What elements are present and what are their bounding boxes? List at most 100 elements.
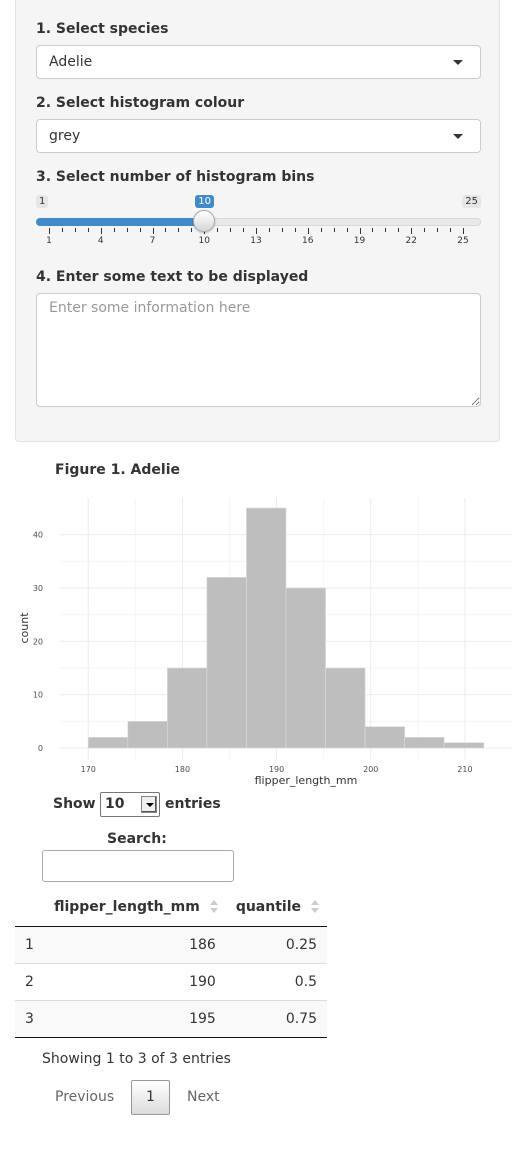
quantile-table: flipper_length_mm quantile 1 186 0.25 2 … <box>15 888 327 1038</box>
slider-tick <box>281 228 283 232</box>
histogram-bar <box>167 667 208 749</box>
histogram-bar <box>206 577 247 749</box>
sort-icon <box>209 900 218 914</box>
bins-label: 3. Select number of histogram bins <box>36 169 315 185</box>
slider-tick <box>113 228 115 232</box>
histogram-bar <box>443 742 485 749</box>
slider-tick-label: 4 <box>97 236 104 246</box>
y-tick-label: 30 <box>33 584 43 593</box>
slider-tick <box>398 228 400 232</box>
colour-label: 2. Select histogram colour <box>36 95 245 111</box>
bins-slider[interactable]: 1 10 25 1 4 7 10 13 16 19 22 25 <box>36 192 481 252</box>
slider-tick-label: 10 <box>198 236 210 246</box>
histogram-bar <box>87 737 129 749</box>
next-button[interactable]: Next <box>187 1089 220 1105</box>
species-label: 1. Select species <box>36 21 169 37</box>
slider-handle[interactable] <box>193 210 216 232</box>
table-header-row: flipper_length_mm quantile <box>15 888 327 927</box>
slider-max-label: 25 <box>462 195 481 208</box>
slider-ticks: 1 4 7 10 13 16 19 22 25 <box>36 228 481 250</box>
search-input[interactable] <box>42 850 234 882</box>
x-tick-label: 210 <box>457 765 472 774</box>
slider-tick <box>294 228 296 232</box>
slider-tick <box>139 228 141 232</box>
show-label: Show <box>53 796 96 812</box>
slider-tick <box>385 228 387 232</box>
slider-tick <box>424 228 426 232</box>
sort-icon <box>311 900 319 914</box>
search-label: Search: <box>107 831 167 847</box>
species-select[interactable]: Adelie <box>36 45 481 79</box>
column-header-quantile[interactable]: quantile <box>225 888 327 927</box>
page-button-current[interactable]: 1 <box>131 1080 170 1115</box>
sidebar-panel: 1. Select species Adelie 2. Select histo… <box>15 0 500 442</box>
slider-tick <box>359 228 361 234</box>
text-label: 4. Enter some text to be displayed <box>36 269 309 285</box>
slider-tick <box>217 228 219 232</box>
cell-quantile: 0.75 <box>225 999 327 1038</box>
slider-tick <box>333 228 335 232</box>
histogram-bar <box>285 587 326 749</box>
chevron-down-icon <box>141 796 157 813</box>
row-index: 3 <box>15 999 45 1038</box>
previous-button[interactable]: Previous <box>55 1089 115 1105</box>
cell-flipper-length: 195 <box>44 999 226 1038</box>
slider-tick <box>61 228 63 232</box>
slider-fill <box>36 218 205 226</box>
y-tick-label: 10 <box>33 691 43 700</box>
slider-tick <box>320 228 322 232</box>
slider-tick <box>307 228 309 234</box>
slider-tick <box>87 228 89 232</box>
entries-length-value: 10 <box>105 796 125 812</box>
slider-tick <box>165 228 167 232</box>
histogram-bar <box>404 737 445 749</box>
row-index: 1 <box>15 926 45 963</box>
x-tick-label: 170 <box>81 765 96 774</box>
table-row[interactable]: 3 195 0.75 <box>15 999 327 1038</box>
slider-tick <box>178 228 180 232</box>
slider-tick <box>372 228 374 232</box>
slider-tick-label: 25 <box>457 236 469 246</box>
slider-tick <box>152 228 154 234</box>
y-tick-label: 0 <box>38 744 43 753</box>
entries-label: entries <box>165 796 221 812</box>
entries-length-select[interactable]: 10 <box>100 792 160 817</box>
slider-tick <box>74 228 76 232</box>
slider-tick <box>346 228 348 232</box>
x-tick-label: 180 <box>175 765 190 774</box>
colour-select[interactable]: grey <box>36 119 481 153</box>
slider-min-label: 1 <box>36 195 49 208</box>
column-header-label: flipper_length_mm <box>54 898 200 915</box>
slider-tick-label: 1 <box>46 236 52 246</box>
slider-tick <box>100 228 102 234</box>
slider-tick <box>191 228 193 232</box>
histogram-bar <box>127 721 168 749</box>
slider-tick <box>450 228 452 232</box>
table-row[interactable]: 1 186 0.25 <box>15 926 327 963</box>
column-header-flipper-length[interactable]: flipper_length_mm <box>44 888 226 927</box>
y-tick-label: 40 <box>33 531 43 540</box>
slider-tick <box>463 228 464 234</box>
info-textarea[interactable] <box>36 293 481 407</box>
chevron-down-icon <box>453 60 463 65</box>
slider-tick-label: 13 <box>250 236 262 246</box>
slider-tick <box>243 228 245 232</box>
figure-caption: Figure 1. Adelie <box>55 462 181 478</box>
cell-flipper-length: 190 <box>44 962 226 1000</box>
column-header-index <box>15 888 45 927</box>
slider-tick <box>411 228 413 234</box>
y-tick-label: 20 <box>33 637 43 646</box>
column-header-label: quantile <box>235 898 301 915</box>
slider-tick <box>230 228 232 232</box>
table-row[interactable]: 2 190 0.5 <box>15 962 327 1000</box>
slider-tick <box>268 228 270 232</box>
slider-tick-label: 22 <box>405 236 417 246</box>
cell-quantile: 0.5 <box>225 962 327 1000</box>
y-axis-title: count <box>18 612 31 644</box>
x-axis-title: flipper_length_mm <box>255 774 358 787</box>
slider-tick <box>49 228 50 234</box>
slider-tick-label: 7 <box>149 236 156 246</box>
species-select-value: Adelie <box>49 54 93 70</box>
cell-quantile: 0.25 <box>225 926 327 963</box>
x-tick-label: 200 <box>363 765 378 774</box>
